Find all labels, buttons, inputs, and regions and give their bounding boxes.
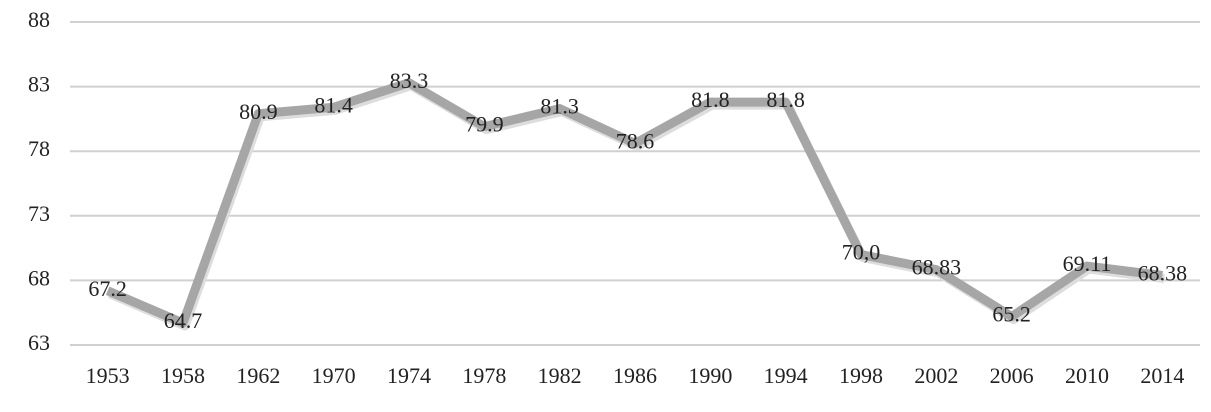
x-tick-label: 1978 (462, 363, 506, 388)
data-label: 69.11 (1063, 251, 1112, 276)
y-tick-label: 63 (28, 330, 50, 355)
x-tick-label: 1958 (161, 363, 205, 388)
data-label: 65.2 (992, 302, 1031, 327)
data-label: 81.4 (314, 92, 353, 117)
data-label: 81.8 (766, 87, 805, 112)
x-tick-label: 1986 (613, 363, 657, 388)
x-tick-label: 1970 (312, 363, 356, 388)
x-tick-label: 2010 (1065, 363, 1109, 388)
data-label: 81.3 (540, 94, 579, 119)
x-tick-label: 1974 (387, 363, 431, 388)
y-tick-label: 68 (28, 265, 50, 290)
data-label: 70,0 (842, 240, 881, 265)
data-label: 78.6 (616, 128, 655, 153)
x-tick-label: 1982 (538, 363, 582, 388)
data-label: 83.3 (390, 68, 429, 93)
x-tick-label: 1962 (236, 363, 280, 388)
data-label: 81.8 (691, 87, 730, 112)
x-tick-label: 1998 (839, 363, 883, 388)
line (105, 78, 1163, 328)
data-label: 79.9 (465, 112, 504, 137)
y-tick-label: 88 (28, 7, 50, 32)
data-label: 67.2 (88, 276, 127, 301)
y-tick-label: 73 (28, 201, 50, 226)
x-tick-label: 1994 (764, 363, 808, 388)
x-tick-label: 1990 (688, 363, 732, 388)
data-label: 68.83 (912, 255, 962, 280)
data-label: 68.38 (1138, 261, 1188, 286)
data-label: 64.7 (164, 308, 203, 333)
x-tick-label: 1953 (86, 363, 130, 388)
x-tick-label: 2006 (990, 363, 1034, 388)
x-tick-label: 2014 (1140, 363, 1184, 388)
y-tick-label: 78 (28, 136, 50, 161)
y-tick-label: 83 (28, 72, 50, 97)
x-tick-label: 2002 (914, 363, 958, 388)
data-label: 80.9 (239, 99, 278, 124)
